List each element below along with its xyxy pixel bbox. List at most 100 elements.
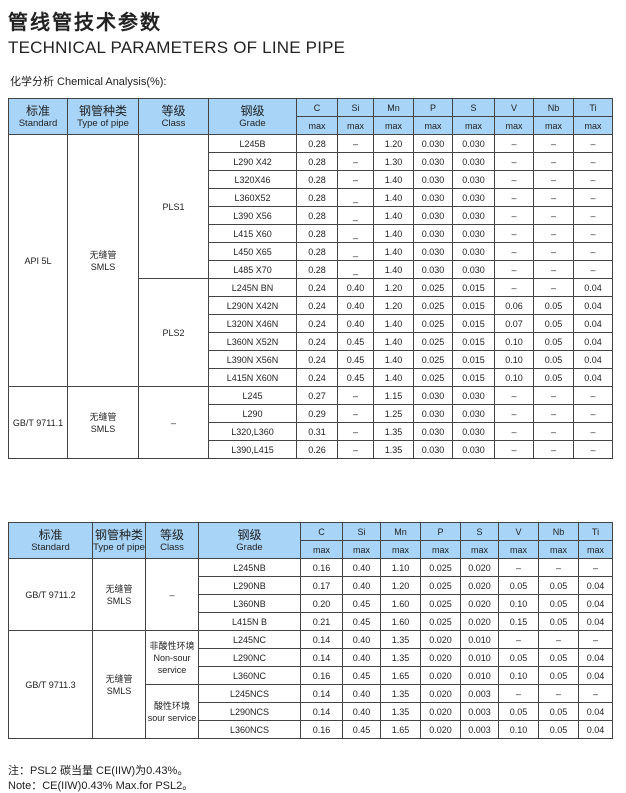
value-cell-p: 0.020 [420, 630, 461, 649]
value-cell-ti: – [573, 134, 613, 153]
element-header-v: V [494, 98, 534, 117]
standard-header-en: Standard [31, 541, 70, 553]
grade-cell: L415 X60 [208, 224, 297, 243]
value-cell-nb: 0.05 [538, 720, 579, 739]
table-row: L360X52 0.28 _ 1.40 0.030 0.030– – – [9, 188, 613, 207]
type-header-en: Type of pipe [77, 117, 129, 129]
grade-cell: L360NC [198, 666, 301, 685]
max-label: max [337, 116, 374, 135]
value-cell-v: 0.10 [494, 368, 534, 387]
class-header-cn: 等级 [159, 527, 184, 542]
table-row: L290N X42N 0.24 0.40 1.20 0.025 0.015 0.06 0.05… [9, 296, 613, 315]
value-cell-s: 0.010 [460, 630, 499, 649]
value-cell-p: 0.025 [420, 612, 461, 631]
header-subrow: max max max max max max max max [9, 540, 613, 559]
grade-cell: L245 [208, 386, 297, 405]
value-cell-nb: 0.05 [538, 612, 579, 631]
value-cell-p: 0.025 [420, 558, 461, 577]
value-cell-ti: – [573, 242, 613, 261]
value-cell-c: 0.29 [296, 404, 338, 423]
standard-header-en: Standard [18, 117, 58, 129]
max-label: max [460, 540, 499, 559]
value-cell-mn: 1.40 [373, 188, 414, 207]
value-cell-p: 0.025 [420, 576, 461, 595]
type-header-cn: 钢管种类 [78, 103, 127, 118]
type-header: 钢管种类 Type of pipe [67, 98, 139, 135]
value-cell-mn: 1.35 [373, 440, 414, 459]
value-cell-p: 0.020 [420, 666, 461, 685]
table-row: L290NC 0.14 0.40 1.35 0.020 0.010 0.05 0.05 0.04 [9, 648, 613, 667]
grade-cell: L320,L360 [208, 422, 297, 441]
value-cell-p: 0.030 [413, 170, 453, 189]
value-cell-p: 0.020 [420, 720, 461, 739]
value-cell-c: 0.28 [296, 152, 338, 171]
value-cell-c: 0.14 [300, 684, 343, 703]
value-cell-s: 0.003 [460, 720, 499, 739]
value-cell-v: 0.05 [498, 648, 539, 667]
value-cell-c: 0.14 [300, 702, 343, 721]
value-cell-s: 0.020 [460, 594, 499, 613]
value-cell-p: 0.025 [413, 332, 453, 351]
value-cell-ti: – [578, 630, 613, 649]
value-cell-v: 0.05 [498, 576, 539, 595]
table-row: PLS2 L245N BN 0.24 0.40 1.20 0.025 0.015– –0.04 [9, 278, 613, 387]
value-cell-v: 0.10 [494, 332, 534, 351]
max-label: max [573, 116, 613, 135]
value-cell-mn: 1.35 [373, 422, 414, 441]
max-label: max [538, 540, 579, 559]
value-cell-v: 0.10 [498, 720, 539, 739]
value-cell-p: 0.030 [413, 404, 453, 423]
value-cell-ti: 0.04 [573, 368, 613, 387]
value-cell-nb: 0.05 [533, 314, 574, 333]
grade-header-en: Grade [239, 117, 266, 129]
value-cell-nb: 0.05 [538, 594, 579, 613]
value-cell-mn: 1.40 [373, 350, 414, 369]
value-cell-v: – [494, 188, 534, 207]
value-cell-c: 0.28 [296, 206, 338, 225]
grade-cell: L415N X60N [208, 368, 297, 387]
value-cell-si: – [337, 422, 374, 441]
value-cell-c: 0.16 [300, 720, 343, 739]
value-cell-c: 0.21 [300, 612, 343, 631]
value-cell-p: 0.025 [413, 314, 453, 333]
value-cell-s: 0.010 [460, 666, 499, 685]
value-cell-nb: – [533, 152, 574, 171]
value-cell-v: – [494, 206, 534, 225]
grade-cell: L390,L415 [208, 440, 297, 459]
value-cell-si: 0.40 [342, 702, 381, 721]
value-cell-si: _ [337, 260, 374, 279]
value-cell-si: 0.45 [342, 612, 381, 631]
grade-cell: L290NC [198, 648, 301, 667]
value-cell-s: 0.030 [452, 422, 495, 441]
value-cell-v: – [494, 224, 534, 243]
value-cell-ti: 0.04 [578, 648, 613, 667]
value-cell-c: 0.28 [296, 134, 338, 153]
value-cell-c: 0.14 [300, 630, 343, 649]
value-cell-ti: 0.04 [578, 702, 613, 721]
value-cell-mn: 1.25 [373, 404, 414, 423]
value-cell-s: 0.030 [452, 440, 495, 459]
value-cell-p: 0.030 [413, 152, 453, 171]
value-cell-p: 0.020 [420, 684, 461, 703]
value-cell-nb: – [533, 188, 574, 207]
table-row: L360NC 0.16 0.45 1.65 0.020 0.010 0.10 0.05 0.04 [9, 666, 613, 685]
value-cell-nb: – [533, 440, 574, 459]
element-header-mn: Mn [380, 522, 421, 541]
standard-cell: GB/T 9711.3 [8, 630, 93, 739]
value-cell-si: 0.40 [342, 576, 381, 595]
value-cell-p: 0.030 [413, 440, 453, 459]
standard-cell: API 5L [8, 134, 68, 387]
table-row: API 5L 无缝管 SMLS PLS1 L245B 0.28–1.20 0.030 0.0… [8, 134, 613, 387]
value-cell-ti: – [573, 404, 613, 423]
class-header-en: Class [160, 541, 184, 553]
value-cell-v: 0.10 [498, 594, 539, 613]
header-row: 标准 Standard 钢管种类 Type of pipe 等级 Class 钢级 Grade… [8, 522, 613, 559]
page-title-en: TECHNICAL PARAMETERS OF LINE PIPE [8, 38, 346, 57]
standard-header-cn: 标准 [25, 103, 50, 118]
value-cell-s: 0.003 [460, 702, 499, 721]
max-label: max [494, 116, 534, 135]
value-cell-p: 0.025 [413, 296, 453, 315]
value-cell-nb: – [538, 558, 579, 577]
value-cell-ti: 0.04 [578, 612, 613, 631]
value-cell-s: 0.015 [452, 278, 495, 297]
